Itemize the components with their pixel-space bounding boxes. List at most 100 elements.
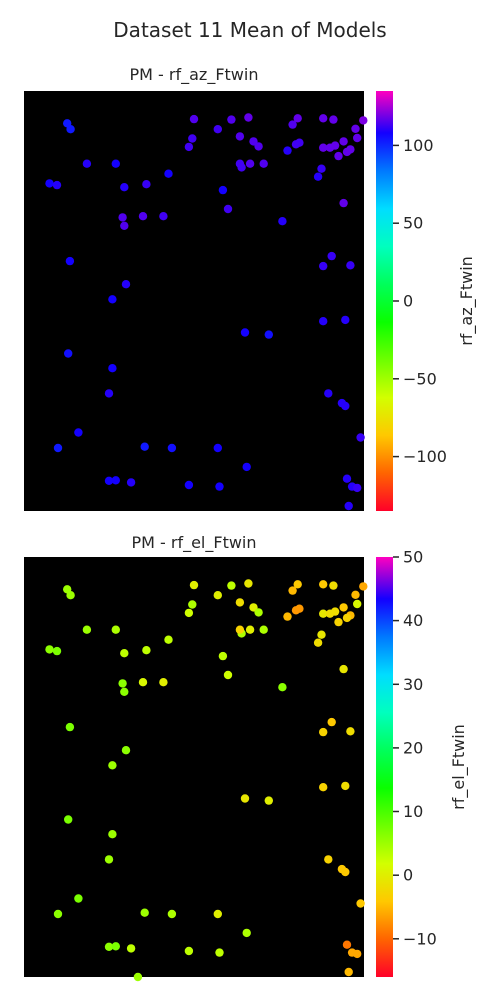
plot-area <box>24 91 364 511</box>
data-point <box>111 942 121 951</box>
data-point <box>66 591 75 600</box>
data-point <box>138 678 148 687</box>
figure-title: Dataset 11 Mean of Models <box>113 18 386 42</box>
data-point <box>142 646 151 655</box>
data-point <box>319 317 328 326</box>
data-point <box>53 909 63 919</box>
data-point <box>45 645 54 654</box>
data-point <box>215 482 224 491</box>
data-point <box>218 651 228 661</box>
data-point <box>213 443 222 453</box>
data-point <box>319 114 328 123</box>
data-point <box>319 143 328 152</box>
data-point <box>317 630 326 639</box>
data-point <box>235 625 245 634</box>
data-point <box>66 125 75 134</box>
data-point <box>319 783 328 792</box>
data-point <box>264 796 273 805</box>
data-point <box>240 328 250 337</box>
data-point <box>313 172 323 181</box>
data-point <box>218 185 228 195</box>
data-point <box>327 251 336 261</box>
data-point <box>189 580 199 590</box>
data-point <box>341 867 350 877</box>
data-point <box>235 132 245 141</box>
data-point <box>254 142 263 151</box>
colorbar-tick-label: 30 <box>403 675 423 694</box>
data-point <box>334 151 343 161</box>
data-point <box>74 894 83 903</box>
colorbar-tick-label: 0 <box>403 866 413 885</box>
data-point <box>319 261 328 271</box>
data-point <box>52 180 62 190</box>
data-point <box>235 598 245 607</box>
data-point <box>295 604 304 613</box>
colorbar-ticks: 100 50 0 −50 −100 <box>393 136 447 466</box>
data-point <box>111 159 121 168</box>
colorbar-ticks: 50 40 30 20 10 0 −10 <box>393 548 437 948</box>
data-point <box>82 159 92 168</box>
data-point <box>346 261 355 270</box>
data-point <box>329 115 338 124</box>
colorbar-tick-label: 20 <box>403 738 423 757</box>
data-point <box>244 579 253 588</box>
data-point <box>339 664 348 674</box>
data-point <box>118 213 127 222</box>
data-point <box>288 120 297 129</box>
data-point <box>264 330 273 339</box>
data-point <box>295 138 304 147</box>
data-point <box>120 649 129 658</box>
data-point <box>164 169 173 178</box>
colorbar <box>376 557 393 977</box>
data-point <box>327 717 336 727</box>
data-point <box>283 146 292 155</box>
data-point <box>240 794 250 803</box>
data-point <box>111 625 121 634</box>
data-point <box>293 580 302 589</box>
colorbar <box>376 91 393 511</box>
data-point <box>242 462 251 472</box>
data-point <box>159 678 168 687</box>
data-point <box>339 137 348 146</box>
data-point <box>52 646 62 656</box>
data-point <box>313 638 323 647</box>
data-point <box>288 586 297 595</box>
data-point <box>223 204 233 214</box>
data-point <box>82 625 92 634</box>
data-point <box>334 617 343 627</box>
data-point <box>184 608 194 618</box>
data-point <box>65 722 75 732</box>
data-point <box>330 607 340 616</box>
colorbar-tick-label: −50 <box>403 369 437 388</box>
data-point <box>104 389 114 398</box>
colorbar-label: rf_el_Ftwin <box>449 724 469 810</box>
data-point <box>133 972 143 982</box>
data-point <box>184 142 194 152</box>
data-point <box>213 909 222 919</box>
data-point <box>104 476 114 485</box>
data-point <box>319 727 328 737</box>
data-point <box>341 315 350 325</box>
data-point <box>142 180 151 189</box>
data-point <box>341 401 350 411</box>
data-point <box>351 590 360 599</box>
data-point <box>188 600 197 609</box>
data-point <box>356 899 365 908</box>
data-point <box>118 679 127 688</box>
data-point <box>259 625 268 634</box>
data-point <box>319 609 328 618</box>
data-point <box>227 115 236 124</box>
data-point <box>235 159 245 168</box>
data-point <box>242 928 251 938</box>
data-point <box>346 727 355 736</box>
data-point <box>359 582 368 591</box>
data-point <box>324 389 333 398</box>
data-point <box>278 217 287 226</box>
colorbar-tick-label: −10 <box>403 929 437 948</box>
data-point <box>339 198 348 208</box>
data-point <box>227 581 236 590</box>
data-point <box>223 670 233 680</box>
data-point <box>319 580 328 589</box>
data-point <box>317 164 326 173</box>
